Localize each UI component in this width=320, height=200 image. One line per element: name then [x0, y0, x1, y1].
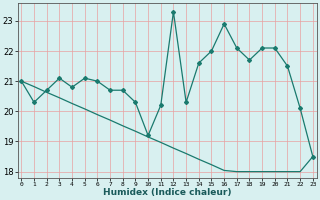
X-axis label: Humidex (Indice chaleur): Humidex (Indice chaleur): [103, 188, 231, 197]
